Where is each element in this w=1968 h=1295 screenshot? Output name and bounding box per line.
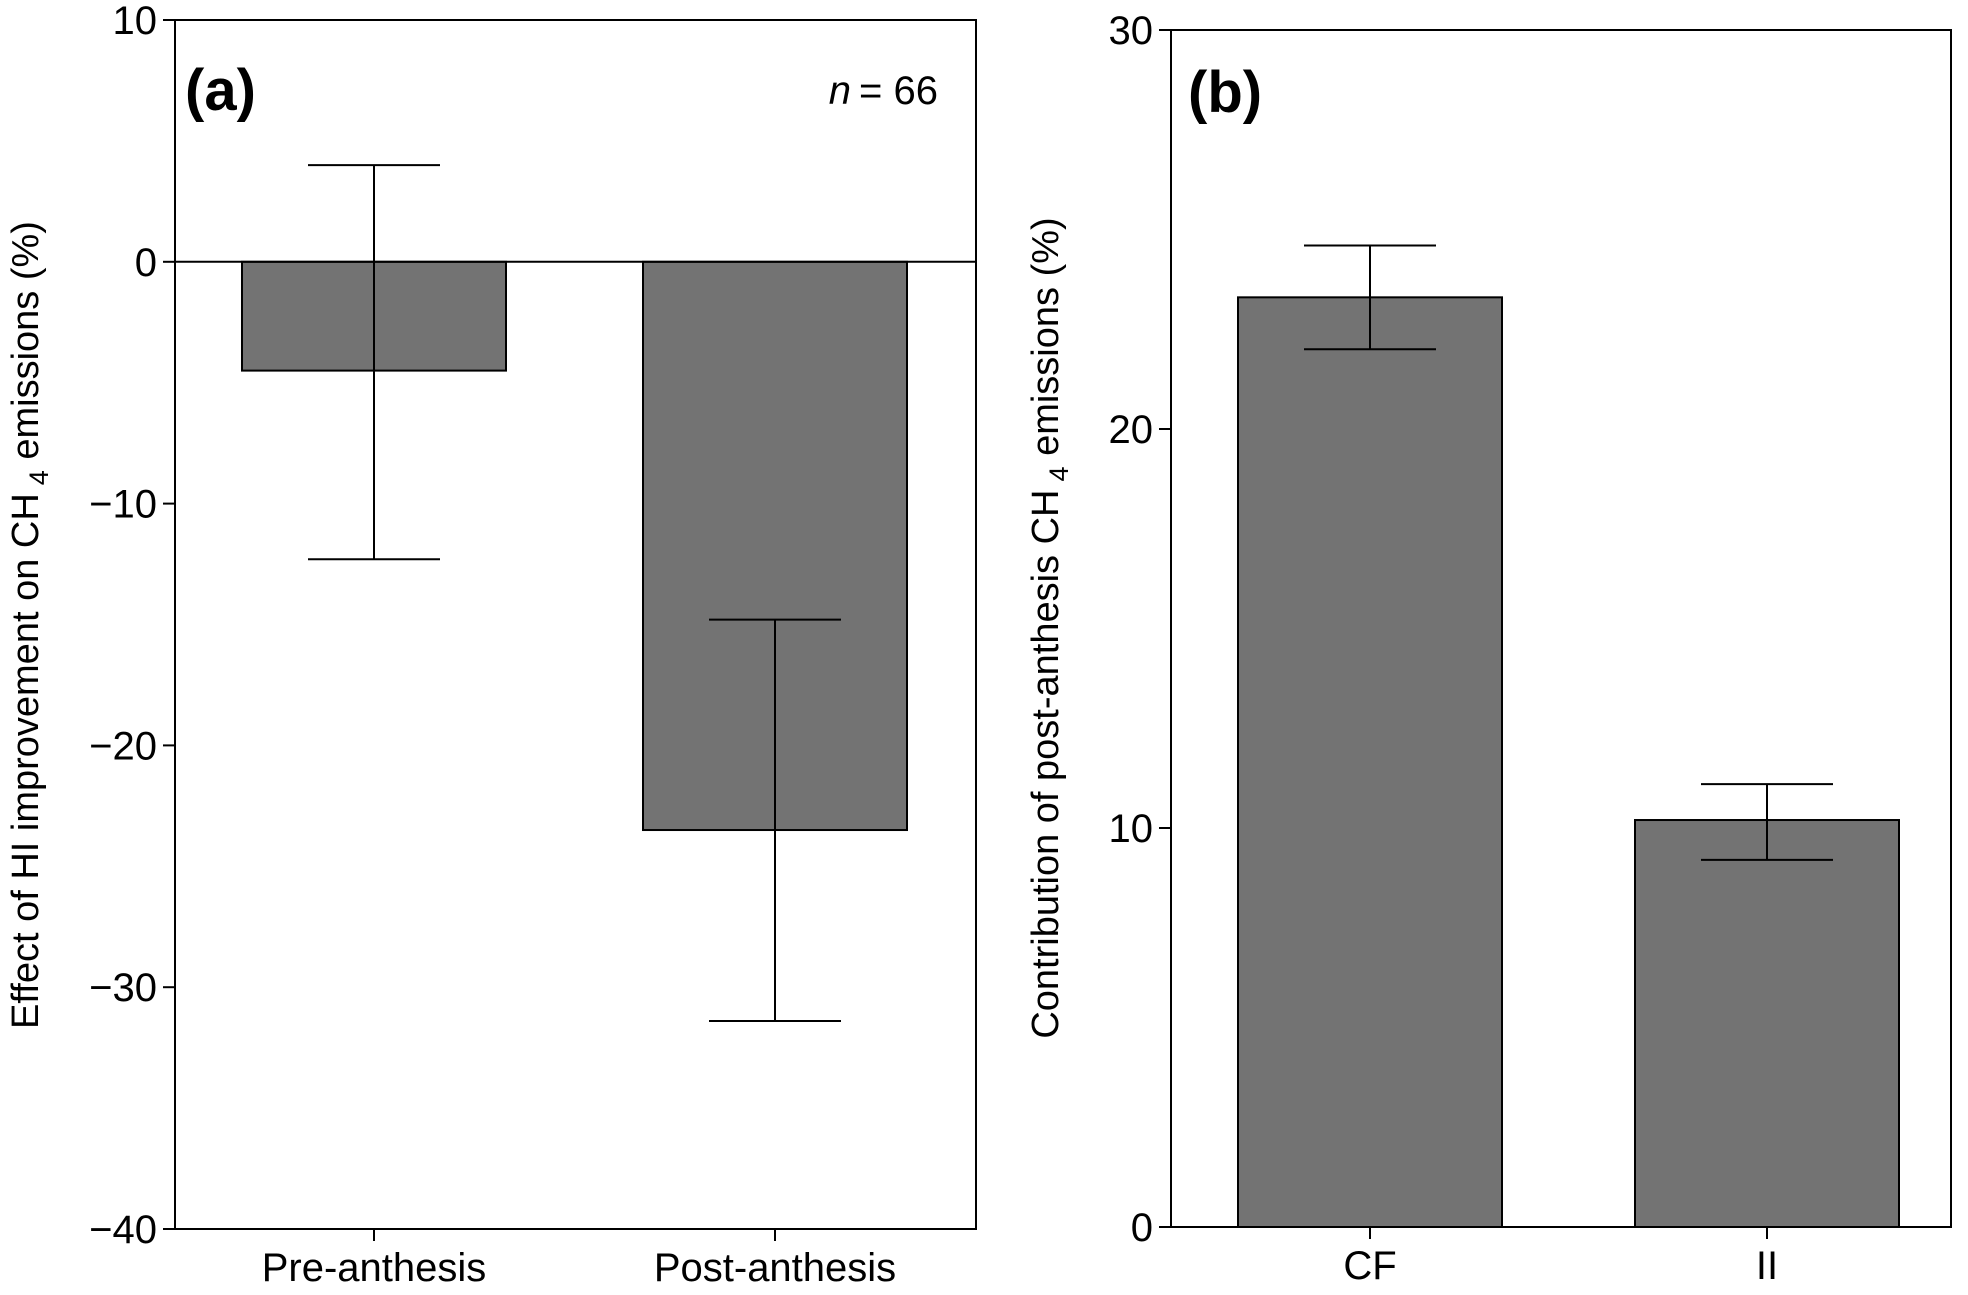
panel-b: 30 20 10 0 CF II (b) Contribution of post-an… (1025, 9, 1952, 1288)
panel-a: 10 0 −10 −20 −30 −40 Pre-anthesis Post-anthesi… (5, 0, 977, 1290)
panel-a-y-ticks: 10 0 −10 −20 −30 −40 (89, 0, 175, 1252)
panel-a-bars (175, 260, 976, 832)
panel-b-x-ticks: CF II (1343, 1227, 1778, 1288)
x-tick-label: II (1756, 1244, 1778, 1288)
panel-b-ylabel-tail: emissions (%) (1025, 217, 1067, 466)
y-tick-label: −10 (89, 483, 157, 527)
y-tick-label: 10 (1109, 807, 1154, 851)
panel-b-bars (1237, 296, 1900, 1229)
x-tick-label: Pre-anthesis (262, 1246, 487, 1290)
panel-a-ylabel-tail: emissions (%) (5, 221, 47, 470)
panel-b-y-axis-label: Contribution of post-anthesis CH 4 emissi… (1025, 217, 1074, 1038)
bar-ii (1634, 819, 1900, 1229)
panel-a-y-axis-label: Effect of HI improvement on CH 4 emission… (5, 221, 54, 1029)
y-tick-label: 20 (1109, 408, 1154, 452)
panel-a-x-ticks: Pre-anthesis Post-anthesis (262, 1229, 896, 1290)
y-tick-label: −30 (89, 966, 157, 1010)
panel-a-label: (a) (185, 58, 256, 123)
x-tick-label: Post-anthesis (654, 1246, 896, 1290)
panel-b-y-ticks: 30 20 10 0 (1109, 9, 1171, 1250)
panel-a-n-annotation: n = 66 (829, 69, 938, 113)
y-tick-label: 0 (135, 241, 157, 285)
panel-b-label: (b) (1188, 60, 1262, 125)
y-tick-label: 10 (113, 0, 158, 43)
panel-a-ylabel-main: Effect of HI improvement on CH (5, 493, 47, 1029)
panel-a-n-symbol: n (829, 69, 851, 113)
panel-a-frame (174, 19, 977, 1230)
panel-b-ylabel-main: Contribution of post-anthesis CH (1025, 490, 1067, 1039)
bar-cf (1237, 296, 1503, 1228)
panel-a-error-bars (308, 164, 841, 1023)
y-tick-label: −40 (89, 1208, 157, 1252)
y-tick-label: −20 (89, 724, 157, 768)
panel-b-frame (1170, 29, 1952, 1228)
panel-a-n-value: = 66 (859, 69, 938, 113)
panel-a-ylabel-subscript: 4 (24, 470, 54, 485)
panel-b-ylabel-subscript: 4 (1044, 466, 1074, 481)
panel-b-error-bars (1304, 244, 1833, 861)
y-tick-label: 30 (1109, 9, 1154, 53)
y-tick-label: 0 (1131, 1206, 1153, 1250)
x-tick-label: CF (1343, 1244, 1396, 1288)
